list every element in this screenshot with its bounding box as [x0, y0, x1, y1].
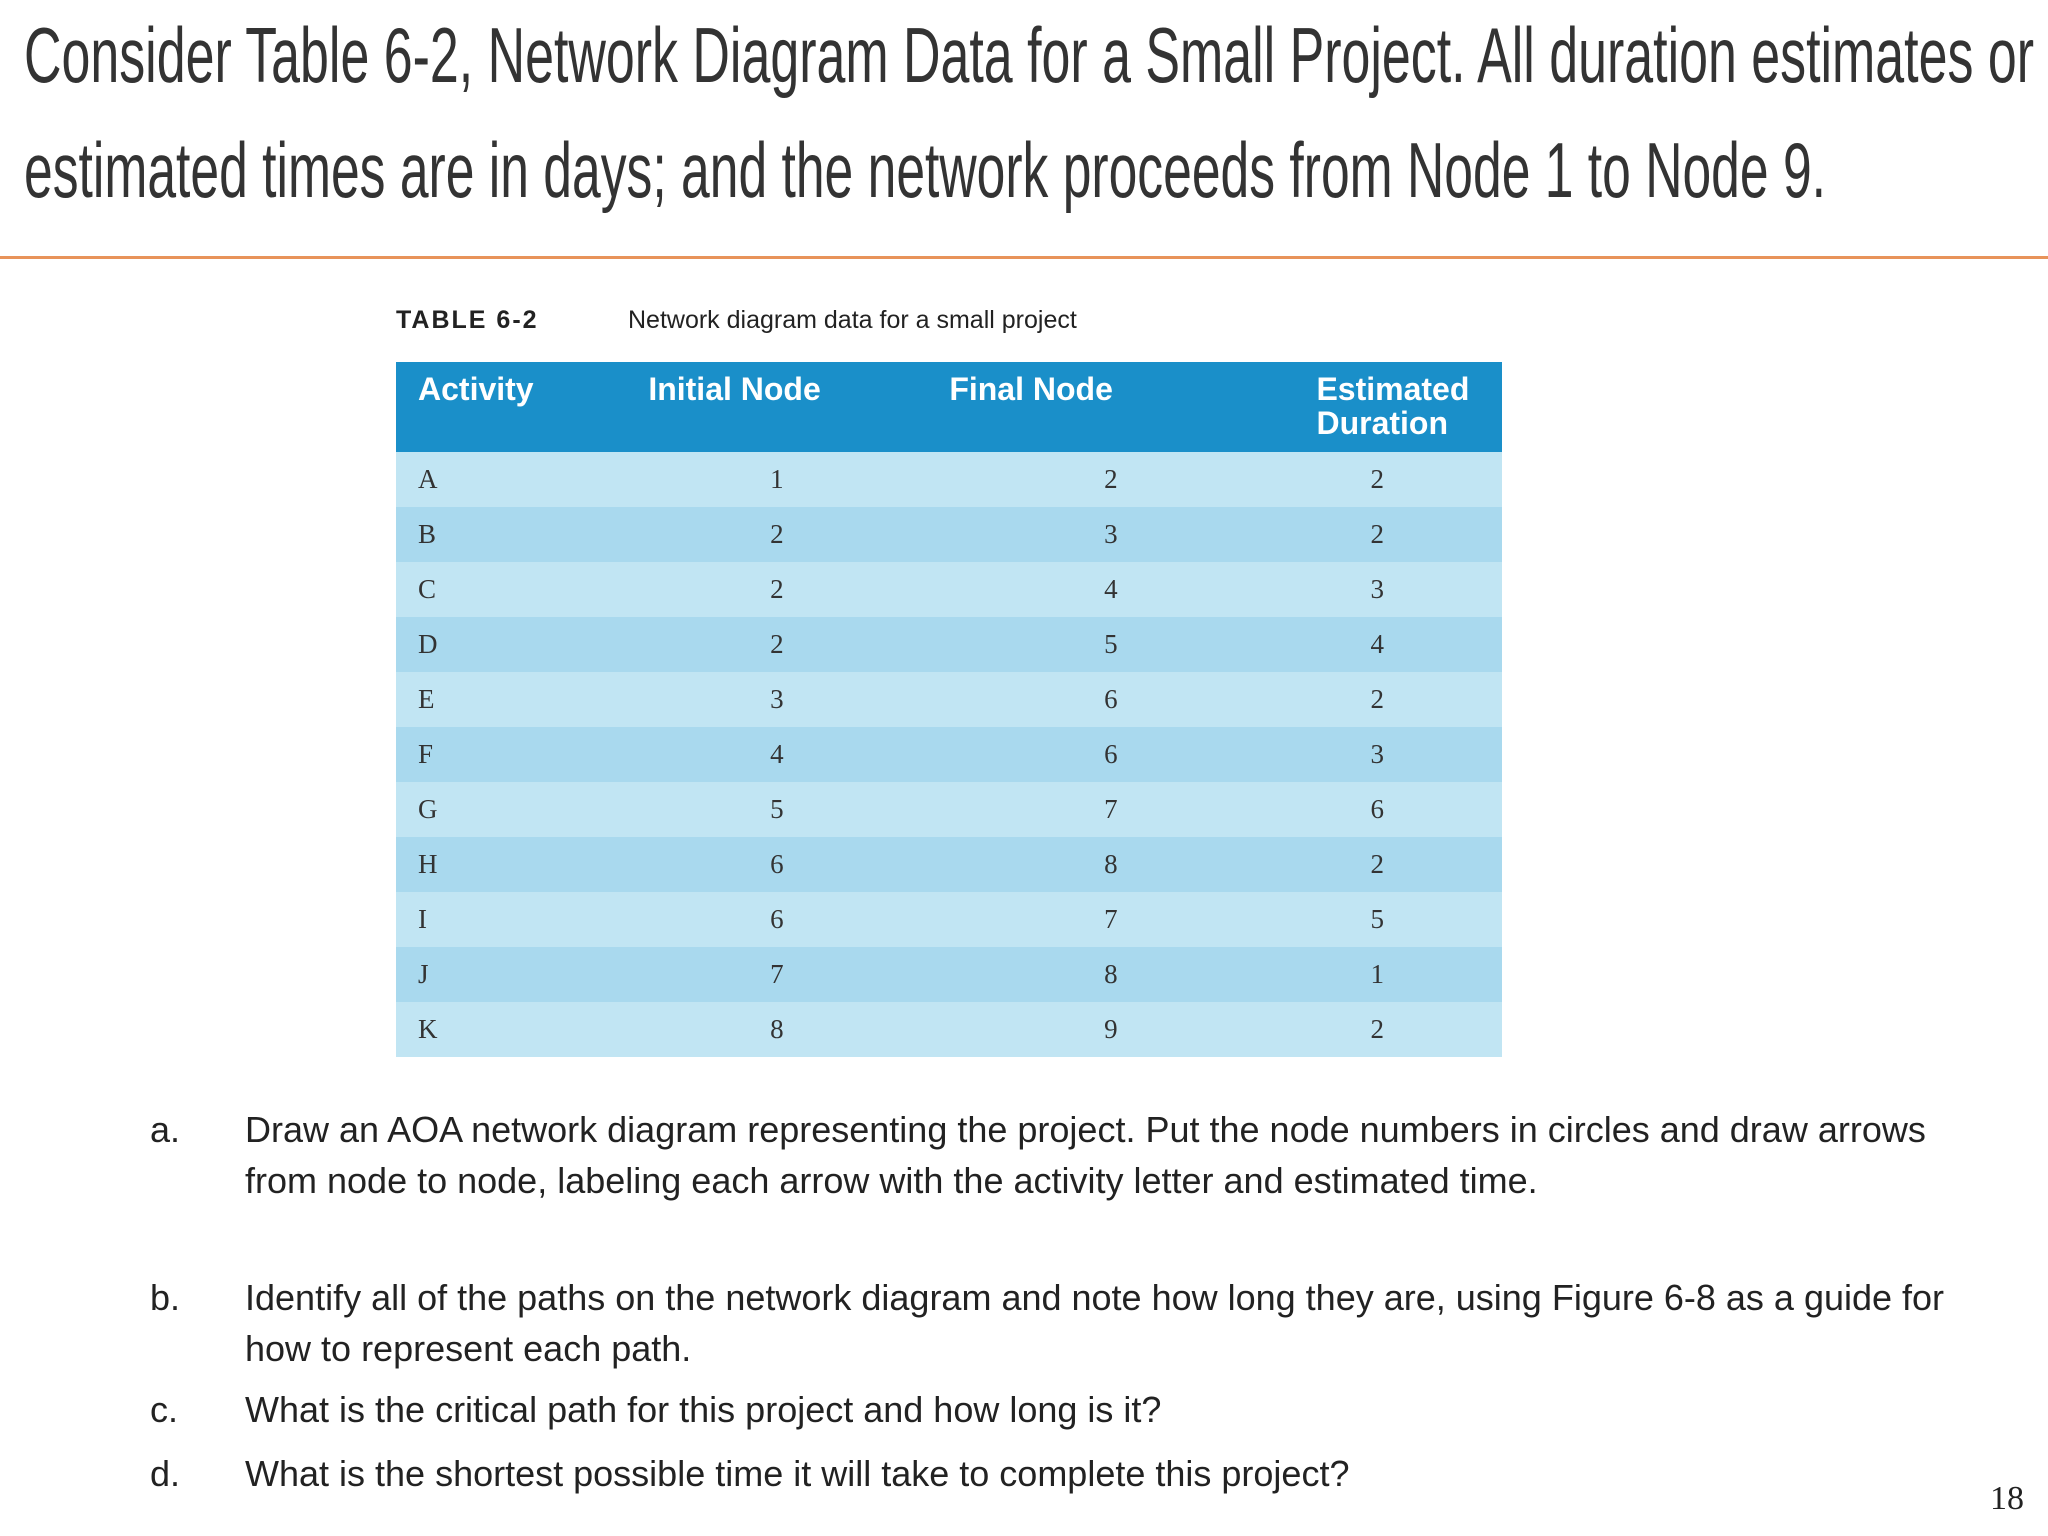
column-header: Final Node [927, 362, 1295, 452]
column-header: Activity [396, 362, 627, 452]
question-text: Identify all of the paths on the network… [245, 1277, 1945, 1369]
table-cell: 6 [927, 727, 1295, 782]
table-cell: A [396, 452, 627, 507]
table-cell: 2 [1294, 452, 1502, 507]
table-cell: 2 [927, 452, 1295, 507]
table-cell: 7 [927, 782, 1295, 837]
table-cell: 3 [626, 672, 928, 727]
table-cell: F [396, 727, 627, 782]
table-cell: C [396, 562, 627, 617]
question-label: c. [150, 1389, 179, 1430]
table-cell: 6 [1294, 782, 1502, 837]
question-label: b. [150, 1277, 181, 1318]
table-cell: I [396, 892, 627, 947]
question-text: What is the shortest possible time it wi… [245, 1453, 1350, 1494]
table-cell: 6 [927, 672, 1295, 727]
table-cell: 5 [1294, 892, 1502, 947]
question-text: What is the critical path for this proje… [245, 1389, 1162, 1430]
table-cell: 5 [626, 782, 928, 837]
column-header: Initial Node [626, 362, 928, 452]
table-cell: 2 [626, 507, 928, 562]
question-label: d. [150, 1453, 181, 1494]
table-caption: Network diagram data for a small project [628, 306, 1077, 334]
table-cell: 4 [626, 727, 928, 782]
table-cell: 2 [1294, 507, 1502, 562]
table-cell: 2 [626, 617, 928, 672]
table-cell: 3 [927, 507, 1295, 562]
question-text: Draw an AOA network diagram representing… [245, 1109, 1926, 1201]
column-header: Estimated Duration [1294, 362, 1502, 452]
table-cell: 7 [626, 947, 928, 1002]
title-line: Consider Table 6-2, Network Diagram Data… [24, 11, 2034, 99]
title-line: estimated times are in days; and the net… [24, 126, 1826, 214]
table-cell: 2 [1294, 672, 1502, 727]
table-cell: 7 [927, 892, 1295, 947]
table-cell: D [396, 617, 627, 672]
table-cell: 1 [1294, 947, 1502, 1002]
table-cell: 5 [927, 617, 1295, 672]
table-cell: G [396, 782, 627, 837]
table-cell: E [396, 672, 627, 727]
table-cell: 8 [927, 947, 1295, 1002]
table-cell: 9 [927, 1002, 1295, 1057]
table-cell: 8 [927, 837, 1295, 892]
table-label: TABLE 6-2 [396, 306, 539, 334]
table-cell: 2 [1294, 1002, 1502, 1057]
table-cell: 2 [626, 562, 928, 617]
table: Activity Initial Node Final Node Estimated … [396, 362, 1502, 1057]
header-row: Activity Initial Node Final Node Estimated … [396, 362, 1502, 452]
divider [0, 256, 2048, 259]
table-cell: 4 [927, 562, 1295, 617]
table-cell: B [396, 507, 627, 562]
table-cell: 6 [626, 837, 928, 892]
table-cell: 8 [626, 1002, 928, 1057]
table-cell: 2 [1294, 837, 1502, 892]
table-cell: 3 [1294, 562, 1502, 617]
title: Consider Table 6-2, Network Diagram Data… [24, 11, 2034, 214]
table-cell: J [396, 947, 627, 1002]
table-cell: 4 [1294, 617, 1502, 672]
table-cell: 1 [626, 452, 928, 507]
page-number: 18 [1990, 1480, 2024, 1517]
table-cell: 6 [626, 892, 928, 947]
table-cell: H [396, 837, 627, 892]
table-cell: 3 [1294, 727, 1502, 782]
table-cell: K [396, 1002, 627, 1057]
question-label: a. [150, 1109, 181, 1150]
